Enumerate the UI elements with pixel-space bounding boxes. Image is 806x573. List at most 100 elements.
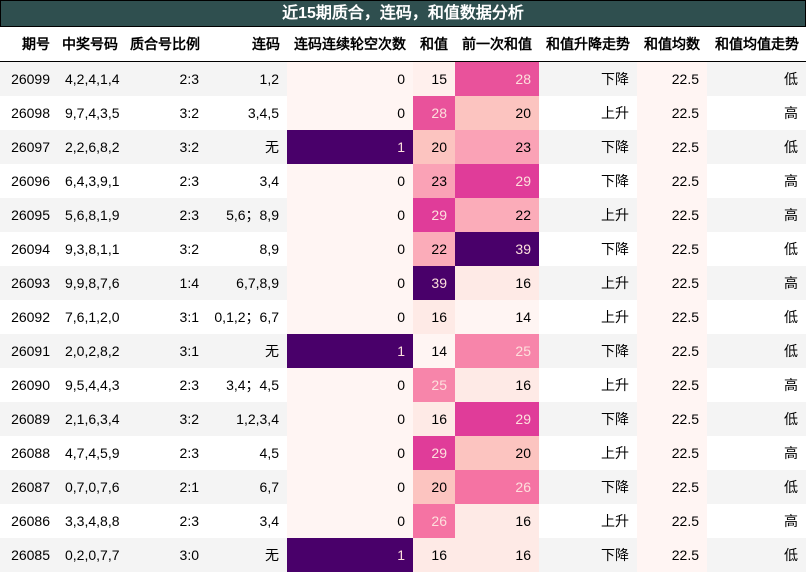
col-header-avg-trend[interactable]: 和值均值走势 — [707, 27, 806, 62]
cell-prev-sum: 20 — [455, 435, 539, 470]
cell-consec: 无 — [207, 129, 287, 164]
cell-period: 26095 — [0, 197, 57, 232]
cell-consec: 0,1,2；6,7 — [207, 299, 287, 334]
cell-avg-trend: 高 — [707, 265, 806, 300]
table-row: 26096 6,4,3,9,1 2:3 3,4 0 23 29 下降 22.5 高 — [0, 163, 806, 198]
cell-ratio: 3:2 — [125, 401, 207, 436]
cell-consec: 1,2 — [207, 61, 287, 96]
cell-prev-sum: 25 — [455, 333, 539, 368]
cell-numbers: 4,7,4,5,9 — [57, 435, 125, 470]
cell-miss: 0 — [287, 435, 413, 470]
cell-ratio: 2:3 — [125, 61, 207, 96]
cell-sum: 20 — [413, 469, 455, 504]
cell-period: 26096 — [0, 163, 57, 198]
cell-trend: 上升 — [539, 435, 637, 470]
cell-sum: 15 — [413, 61, 455, 96]
cell-consec: 6,7,8,9 — [207, 265, 287, 300]
cell-avg-trend: 低 — [707, 469, 806, 504]
cell-prev-sum: 28 — [455, 61, 539, 96]
cell-sum: 25 — [413, 367, 455, 402]
col-header-ratio[interactable]: 质合号比例 — [125, 27, 207, 62]
col-header-consec[interactable]: 连码 — [207, 27, 287, 62]
cell-trend: 下降 — [539, 537, 637, 572]
cell-sum: 20 — [413, 129, 455, 164]
cell-trend: 上升 — [539, 299, 637, 334]
table-row: 26089 2,1,6,3,4 3:2 1,2,3,4 0 16 29 下降 22.5 低 — [0, 401, 806, 436]
cell-consec: 5,6；8,9 — [207, 197, 287, 232]
cell-trend: 下降 — [539, 129, 637, 164]
cell-prev-sum: 23 — [455, 129, 539, 164]
cell-prev-sum: 22 — [455, 197, 539, 232]
cell-numbers: 9,3,8,1,1 — [57, 231, 125, 266]
col-header-prev-sum[interactable]: 前一次和值 — [455, 27, 539, 62]
cell-ratio: 3:2 — [125, 231, 207, 266]
table-row: 26097 2,2,6,8,2 3:2 无 1 20 23 下降 22.5 低 — [0, 129, 806, 164]
cell-avg-trend: 低 — [707, 231, 806, 266]
cell-period: 26099 — [0, 61, 57, 96]
cell-consec: 3,4 — [207, 503, 287, 538]
cell-ratio: 1:4 — [125, 265, 207, 300]
cell-avg-trend: 高 — [707, 367, 806, 402]
cell-ratio: 3:2 — [125, 129, 207, 164]
cell-consec: 6,7 — [207, 469, 287, 504]
cell-avg: 22.5 — [637, 197, 707, 232]
cell-period: 26088 — [0, 435, 57, 470]
cell-sum: 14 — [413, 333, 455, 368]
table-row: 26095 5,6,8,1,9 2:3 5,6；8,9 0 29 22 上升 22.5 高 — [0, 197, 806, 232]
cell-ratio: 2:3 — [125, 197, 207, 232]
cell-avg-trend: 高 — [707, 163, 806, 198]
cell-sum: 22 — [413, 231, 455, 266]
cell-consec: 4,5 — [207, 435, 287, 470]
col-header-miss[interactable]: 连码连续轮空次数 — [287, 27, 413, 62]
cell-trend: 下降 — [539, 333, 637, 368]
cell-miss: 0 — [287, 231, 413, 266]
col-header-trend[interactable]: 和值升降走势 — [539, 27, 637, 62]
cell-ratio: 2:3 — [125, 435, 207, 470]
cell-miss: 0 — [287, 469, 413, 504]
cell-miss: 1 — [287, 537, 413, 572]
table-row: 26087 0,7,0,7,6 2:1 6,7 0 20 26 下降 22.5 低 — [0, 469, 806, 504]
cell-sum: 29 — [413, 435, 455, 470]
cell-prev-sum: 26 — [455, 469, 539, 504]
analysis-table: 期号 中奖号码 质合号比例 连码 连码连续轮空次数 和值 前一次和值 和值升降走… — [0, 27, 806, 572]
cell-consec: 无 — [207, 537, 287, 572]
cell-prev-sum: 39 — [455, 231, 539, 266]
cell-avg-trend: 高 — [707, 197, 806, 232]
cell-sum: 26 — [413, 503, 455, 538]
cell-trend: 下降 — [539, 231, 637, 266]
cell-miss: 0 — [287, 61, 413, 96]
cell-avg: 22.5 — [637, 537, 707, 572]
cell-numbers: 7,6,1,2,0 — [57, 299, 125, 334]
cell-ratio: 3:0 — [125, 537, 207, 572]
col-header-period[interactable]: 期号 — [0, 27, 57, 62]
cell-ratio: 3:2 — [125, 95, 207, 130]
table-row: 26085 0,2,0,7,7 3:0 无 1 16 16 下降 22.5 低 — [0, 537, 806, 572]
cell-ratio: 2:1 — [125, 469, 207, 504]
cell-numbers: 0,7,0,7,6 — [57, 469, 125, 504]
cell-avg-trend: 低 — [707, 333, 806, 368]
cell-sum: 39 — [413, 265, 455, 300]
cell-numbers: 0,2,0,7,7 — [57, 537, 125, 572]
cell-avg-trend: 高 — [707, 435, 806, 470]
col-header-avg[interactable]: 和值均数 — [637, 27, 707, 62]
table-row: 26091 2,0,2,8,2 3:1 无 1 14 25 下降 22.5 低 — [0, 333, 806, 368]
cell-miss: 0 — [287, 367, 413, 402]
cell-trend: 上升 — [539, 197, 637, 232]
cell-consec: 无 — [207, 333, 287, 368]
table-row: 26092 7,6,1,2,0 3:1 0,1,2；6,7 0 16 14 上升 22.5 低 — [0, 299, 806, 334]
col-header-numbers[interactable]: 中奖号码 — [57, 27, 125, 62]
table-row: 26099 4,2,4,1,4 2:3 1,2 0 15 28 下降 22.5 低 — [0, 61, 806, 96]
cell-avg: 22.5 — [637, 469, 707, 504]
col-header-sum[interactable]: 和值 — [413, 27, 455, 62]
cell-miss: 1 — [287, 129, 413, 164]
cell-avg: 22.5 — [637, 299, 707, 334]
cell-period: 26092 — [0, 299, 57, 334]
cell-miss: 0 — [287, 265, 413, 300]
cell-numbers: 4,2,4,1,4 — [57, 61, 125, 96]
cell-consec: 8,9 — [207, 231, 287, 266]
cell-sum: 29 — [413, 197, 455, 232]
cell-avg-trend: 低 — [707, 537, 806, 572]
cell-numbers: 3,3,4,8,8 — [57, 503, 125, 538]
cell-miss: 1 — [287, 333, 413, 368]
cell-miss: 0 — [287, 401, 413, 436]
